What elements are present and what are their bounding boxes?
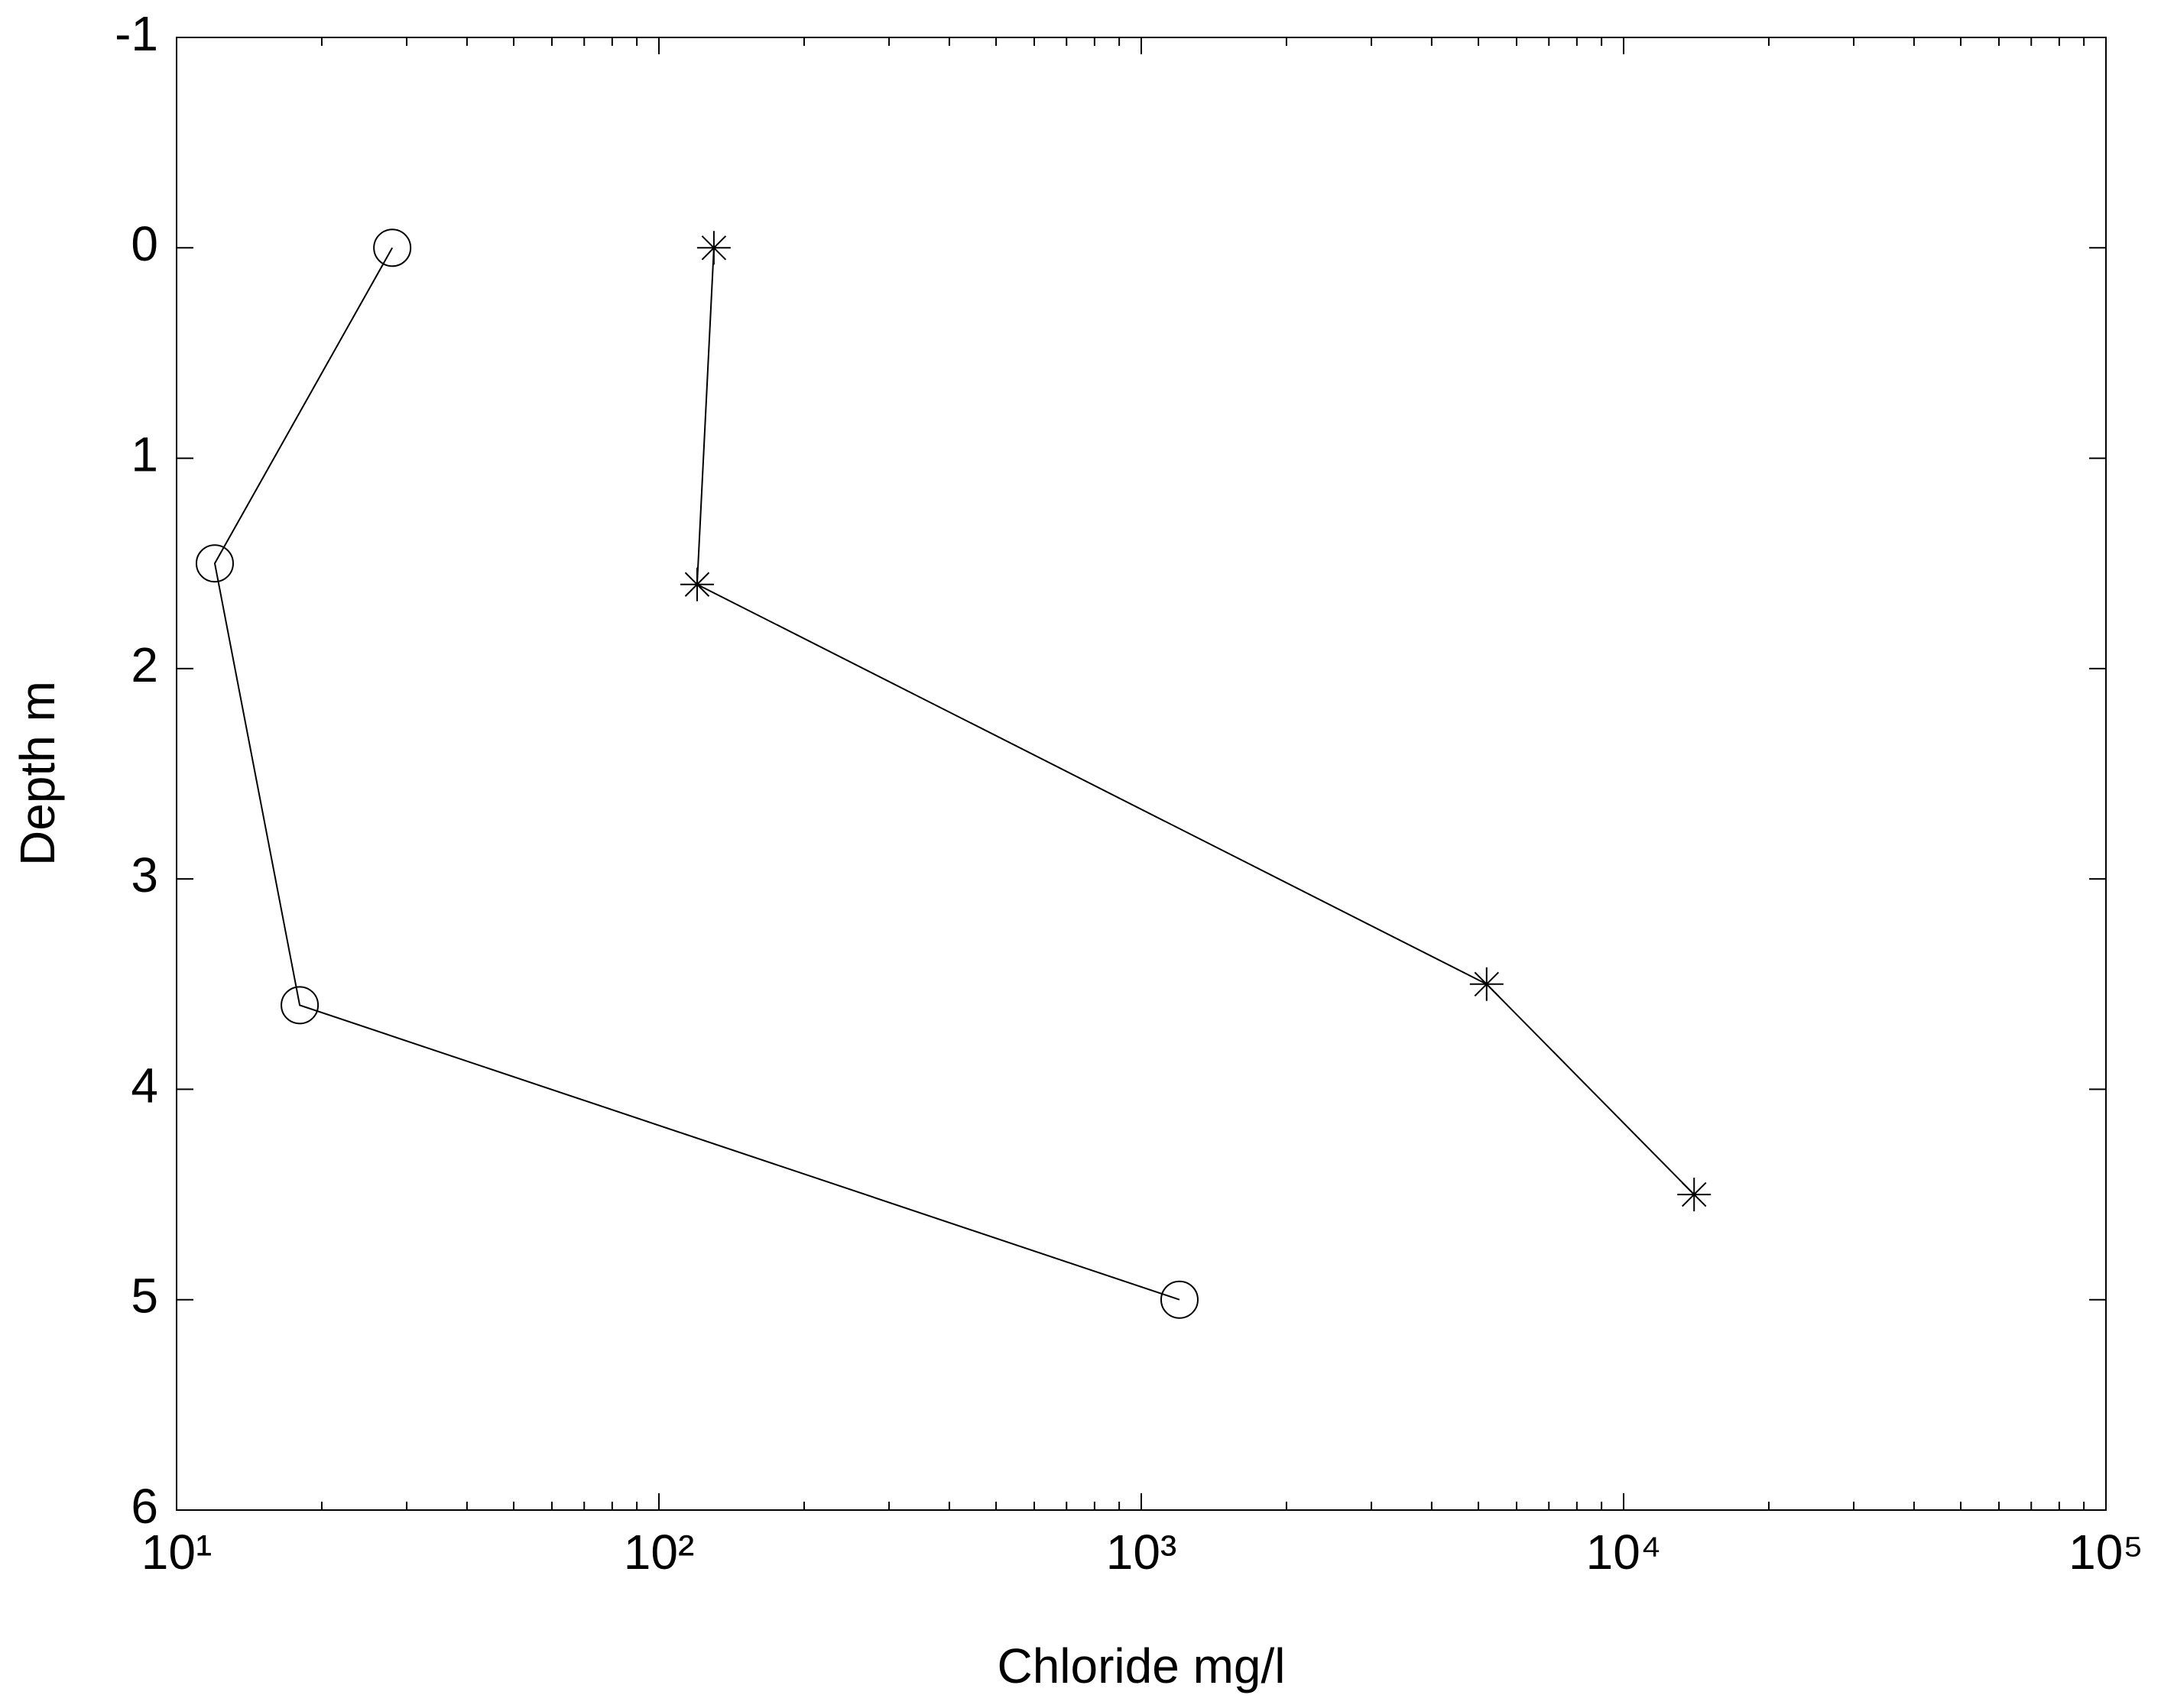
circle-marker	[281, 986, 320, 1025]
star-marker	[680, 567, 714, 601]
y-tick-label: 6	[131, 1479, 158, 1534]
x-tick-label: 10²	[624, 1525, 695, 1580]
y-tick-label: -1	[115, 6, 158, 61]
y-tick-label: 4	[131, 1058, 158, 1113]
series-line	[696, 248, 1695, 1195]
star-marker	[1469, 967, 1504, 1001]
x-tick-label: 10⁴	[1586, 1525, 1662, 1580]
circle-marker	[1160, 1280, 1199, 1319]
x-tick-label: 10⁵	[2069, 1525, 2143, 1580]
x-tick-label: 10³	[1106, 1525, 1177, 1580]
star-marker	[696, 231, 731, 265]
y-axis-label: Depth m	[10, 681, 65, 866]
y-tick-label: 1	[131, 426, 158, 481]
x-axis-label: Chloride mg/l	[997, 1638, 1285, 1693]
y-tick-label: 0	[131, 216, 158, 271]
circle-marker	[195, 544, 234, 583]
y-tick-label: 5	[131, 1269, 158, 1324]
y-tick-label: 3	[131, 848, 158, 903]
star-marker	[1677, 1178, 1712, 1212]
circle-marker	[373, 228, 412, 267]
series-line	[213, 247, 1180, 1301]
y-tick-label: 2	[131, 637, 158, 692]
x-tick-label: 10¹	[141, 1525, 213, 1580]
